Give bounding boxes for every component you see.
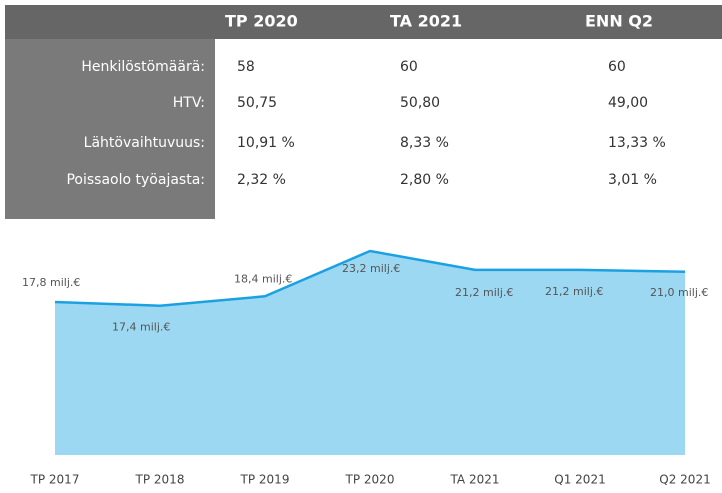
x-tick-label: Q1 2021: [554, 473, 605, 487]
area: [55, 250, 685, 455]
value-label: 18,4 milj.€: [234, 272, 292, 285]
value-label: 21,0 milj.€: [650, 286, 708, 299]
cell-value: 49,00: [608, 95, 648, 111]
x-tick-label: TP 2018: [135, 473, 185, 487]
row-label: Henkilöstömäärä:: [81, 59, 205, 75]
line: [54, 249, 686, 307]
x-tick-label: TP 2019: [240, 473, 290, 487]
cell-value: 2,32 %: [237, 172, 286, 188]
cell-value: 50,75: [237, 95, 277, 111]
cell-value: 2,80 %: [400, 172, 449, 188]
value-label: 23,2 milj.€: [342, 262, 400, 275]
x-tick-label: TP 2020: [345, 473, 395, 487]
row-label: Poissaolo työajasta:: [66, 172, 205, 188]
cell-value: 50,80: [400, 95, 440, 111]
cell-value: 58: [237, 59, 255, 75]
header-bar: [5, 5, 722, 39]
x-tick-label: TP 2017: [30, 473, 80, 487]
cell-value: 60: [608, 59, 626, 75]
value-label: 17,4 milj.€: [112, 321, 170, 334]
x-tick-label: TA 2021: [450, 473, 500, 487]
column-header: TP 2020: [225, 12, 298, 31]
row-label: HTV:: [173, 95, 205, 111]
row-label: Lähtövaihtuvuus:: [84, 135, 205, 151]
value-label: 21,2 milj.€: [455, 286, 513, 299]
cell-value: 3,01 %: [608, 172, 657, 188]
cell-value: 60: [400, 59, 418, 75]
column-header: ENN Q2: [585, 12, 653, 31]
column-header: TA 2021: [390, 12, 462, 31]
cell-value: 8,33 %: [400, 135, 449, 151]
cell-value: 13,33 %: [608, 135, 666, 151]
label-column: [5, 39, 215, 219]
cell-value: 10,91 %: [237, 135, 295, 151]
value-label: 21,2 milj.€: [545, 285, 603, 298]
value-label: 17,8 milj.€: [22, 276, 80, 289]
x-tick-label: Q2 2021: [659, 473, 710, 487]
